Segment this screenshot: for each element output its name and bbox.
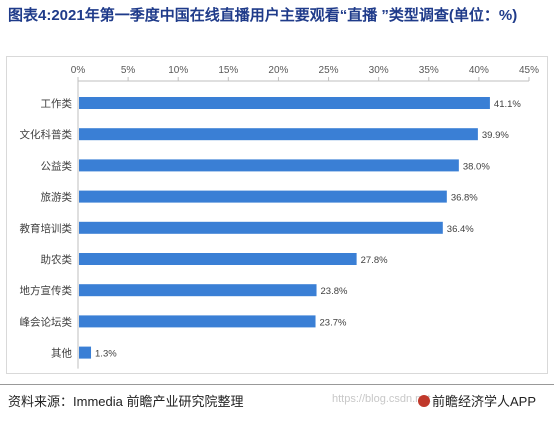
bar-chart: 0% 5% 10% 15% 20% 25% 30% 35% 40% 45% 工作类 41.1% 文化科普…: [20, 65, 539, 369]
x-tick-label: 25%: [319, 65, 339, 76]
category-label: 峰会论坛类: [20, 315, 73, 328]
x-tick-label: 5%: [121, 65, 136, 76]
x-tick-label: 10%: [168, 65, 188, 76]
chart-panel: 0% 5% 10% 15% 20% 25% 30% 35% 40% 45% 工作类 41.1% 文化科普…: [6, 56, 548, 374]
footer-divider: [0, 384, 554, 385]
bar: [79, 284, 317, 297]
data-label: 38.0%: [463, 161, 490, 172]
bar: [79, 346, 92, 359]
bar: [79, 128, 478, 141]
x-tick-label: 45%: [519, 65, 539, 76]
brand-name: 前瞻经济学人APP: [432, 394, 537, 409]
x-tick-label: 20%: [268, 65, 288, 76]
data-label: 36.4%: [447, 224, 474, 235]
data-label: 1.3%: [95, 349, 117, 360]
data-label: 36.8%: [451, 193, 478, 204]
bar: [79, 221, 443, 234]
data-label: 27.8%: [361, 255, 388, 266]
data-label: 23.7%: [320, 317, 347, 328]
category-label: 旅游类: [41, 191, 73, 204]
bar: [79, 97, 490, 109]
data-label: 41.1%: [494, 99, 521, 110]
x-tick-label: 30%: [369, 65, 389, 76]
category-label: 教育培训类: [20, 222, 73, 235]
data-label: 23.8%: [321, 286, 348, 297]
source-note: 资料来源：Immedia 前瞻产业研究院整理: [8, 394, 244, 409]
bar: [79, 159, 459, 172]
category-label: 助农类: [41, 253, 73, 266]
category-label: 工作类: [41, 97, 73, 110]
bar: [79, 315, 316, 328]
x-tick-label: 40%: [469, 65, 489, 76]
x-tick-label: 0%: [71, 65, 86, 76]
chart-title: 图表4:2021年第一季度中国在线直播用户主要观看“直播 ”类型调查(单位：%): [8, 7, 518, 24]
category-label: 地方宣传类: [20, 284, 73, 297]
data-label: 39.9%: [482, 130, 509, 141]
category-label: 其他: [51, 347, 72, 360]
brand-credit: 前瞻经济学人APP: [418, 391, 536, 410]
bar: [79, 190, 447, 203]
category-label: 文化科普类: [20, 128, 73, 141]
x-tick-label: 35%: [419, 65, 439, 76]
x-tick-label: 15%: [218, 65, 238, 76]
category-label: 公益类: [41, 159, 73, 172]
watermark-text: https://blog.csdn.net: [332, 393, 431, 405]
brand-logo-icon: [418, 395, 430, 407]
bar: [79, 253, 357, 265]
